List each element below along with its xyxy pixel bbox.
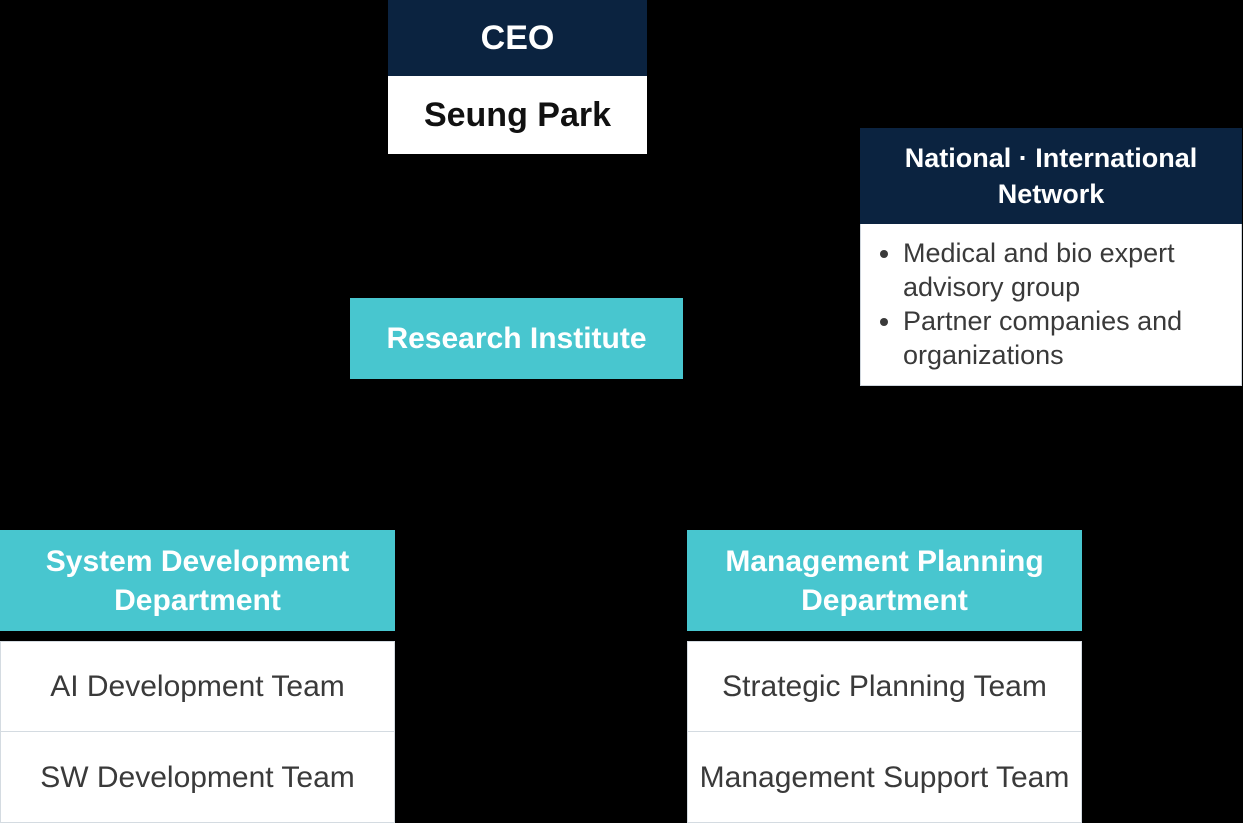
- team-box: Management Support Team: [687, 731, 1082, 823]
- network-list-box: Medical and bio expert advisory group Pa…: [860, 224, 1242, 386]
- network-item: Partner companies and organizations: [903, 304, 1227, 372]
- system-development-department-box: System Development Department: [0, 530, 395, 631]
- team-label: AI Development Team: [50, 670, 345, 703]
- department-title: Management Planning Department: [725, 544, 1044, 617]
- team-label: SW Development Team: [40, 760, 355, 794]
- ceo-name: Seung Park: [423, 95, 612, 134]
- ceo-title: CEO: [480, 18, 555, 57]
- team-label: Management Support Team: [699, 760, 1070, 794]
- network-item: Medical and bio expert advisory group: [903, 236, 1227, 304]
- research-institute-label: Research Institute: [386, 321, 647, 355]
- ceo-title-box: CEO: [388, 0, 647, 76]
- department-title: System Development Department: [45, 544, 350, 617]
- team-box: Strategic Planning Team: [687, 641, 1082, 732]
- team-box: AI Development Team: [0, 641, 395, 732]
- team-label: Strategic Planning Team: [722, 670, 1047, 703]
- management-planning-department-box: Management Planning Department: [687, 530, 1082, 631]
- team-box: SW Development Team: [0, 731, 395, 823]
- network-title-box: National · International Network: [860, 128, 1242, 224]
- ceo-name-box: Seung Park: [388, 76, 647, 154]
- network-list: Medical and bio expert advisory group Pa…: [877, 236, 1227, 372]
- research-institute-box: Research Institute: [350, 298, 683, 379]
- network-title: National · International Network: [904, 143, 1198, 209]
